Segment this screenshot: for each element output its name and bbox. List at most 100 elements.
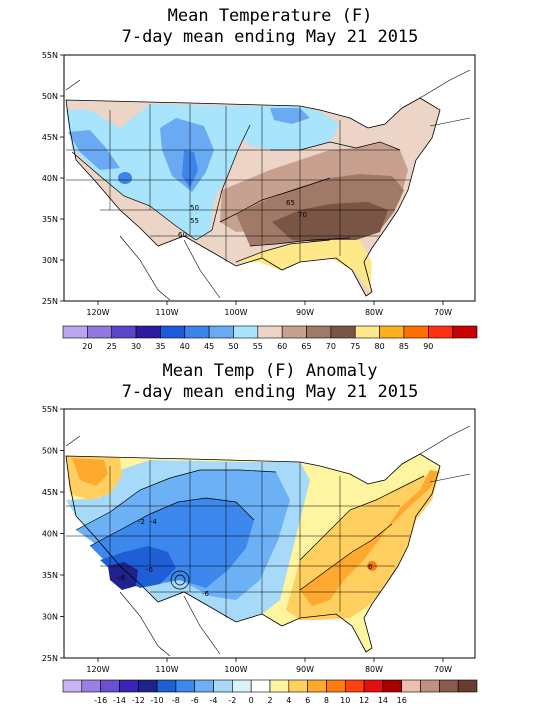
legend-swatch (354, 325, 380, 339)
legend-label: 6 (305, 696, 310, 705)
map1-mexico-canada-lines (65, 69, 471, 301)
legend-swatch (213, 679, 233, 693)
map2-title-line1: Mean Temp (F) Anomaly (162, 361, 378, 381)
map1-lon-axis: 120W 110W 100W 90W 80W 70W (86, 301, 452, 317)
legend-label: -10 (151, 696, 164, 705)
map2-region-east-6 (300, 470, 440, 606)
map2-contour-labels: -4 -2 -6 -8 -6 6 (118, 518, 373, 598)
map1-state-borders (66, 104, 410, 262)
map1-title-line1: Mean Temperature (F) (167, 6, 373, 26)
legend-swatch (306, 325, 332, 339)
legend-swatch (269, 679, 290, 693)
legend-swatch (420, 679, 440, 693)
legend-swatch (62, 325, 88, 339)
lat-label: 35N (42, 571, 58, 580)
legend-swatch (250, 679, 271, 693)
lat-label: 40N (42, 174, 58, 183)
map1-region-80 (236, 240, 372, 292)
legend-swatch (208, 325, 234, 339)
map1-contour-label: 60 (178, 231, 187, 239)
map2-region-nw-warmer (72, 458, 108, 486)
legend-swatch (175, 679, 196, 693)
legend-label: 40 (180, 342, 190, 351)
map1-contour-label: 65 (286, 199, 295, 207)
map1-contour-label: 55 (190, 217, 199, 225)
lat-label: 55N (42, 51, 58, 60)
lon-label: 110W (155, 665, 178, 674)
map2-lat-axis: 55N 50N 45N 40N 35N 30N 25N (42, 405, 64, 663)
lon-label: 110W (155, 308, 178, 317)
legend-swatch (363, 679, 384, 693)
lon-label: 90W (296, 665, 314, 674)
legend-swatch (281, 325, 307, 339)
legend-label: 25 (107, 342, 117, 351)
lon-label: 90W (296, 308, 314, 317)
legend-label: 10 (340, 696, 350, 705)
map2-region-cold-core (108, 562, 138, 590)
map1-lat-axis: 55N 50N 45N 40N 35N 30N 25N (42, 51, 64, 306)
lat-label: 45N (42, 133, 58, 142)
lon-label: 120W (86, 308, 109, 317)
legend-swatch (233, 325, 259, 339)
map2-mexico-canada-lines (65, 425, 471, 657)
map1-contour-labels: 50 55 60 65 70 (178, 199, 307, 239)
legend-swatch (81, 679, 101, 693)
lat-label: 50N (42, 92, 58, 101)
legend-label: -2 (228, 696, 236, 705)
map2-state-borders (66, 460, 410, 618)
legend-label: 12 (359, 696, 369, 705)
legend-swatch (403, 325, 429, 339)
legend-swatch (457, 679, 478, 693)
legend-label: 80 (374, 342, 384, 351)
map2-title-line2: 7-day mean ending May 21 2015 (121, 382, 419, 402)
lon-label: 70W (434, 665, 452, 674)
legend-swatch (257, 325, 283, 339)
legend-swatch (62, 679, 83, 693)
map2-region-cool-deeper (100, 546, 176, 588)
lat-label: 50N (42, 447, 58, 456)
map1-contour-label: 70 (298, 211, 307, 219)
map2-contour-label: -6 (146, 566, 154, 574)
map2-contour-label: -6 (202, 590, 210, 598)
legend-label: 85 (399, 342, 409, 351)
lat-label: 30N (42, 256, 58, 265)
legend-swatch (401, 679, 421, 693)
legend-swatch (111, 325, 137, 339)
map1-coastline (65, 97, 441, 297)
legend-label: -12 (132, 696, 145, 705)
legend-label: -4 (210, 696, 218, 705)
legend-label: -6 (191, 696, 199, 705)
map2-contour-label: -8 (118, 574, 125, 582)
lat-label: 45N (42, 488, 58, 497)
map2-contour-label: 6 (368, 563, 373, 571)
legend-swatch (326, 679, 346, 693)
map2-lon-axis: 120W 110W 100W 90W 80W 70W (86, 658, 452, 674)
legend-label: 75 (350, 342, 360, 351)
legend-label: -8 (172, 696, 180, 705)
lon-label: 100W (224, 308, 247, 317)
legend-swatch (119, 679, 139, 693)
legend-swatch (184, 325, 210, 339)
legend-swatch (452, 325, 478, 339)
legend-swatch (87, 325, 113, 339)
legend-label: 90 (423, 342, 433, 351)
temperature-anomaly-map: 55N 50N 45N 40N 35N 30N 25N 120W 110W 100W 90W 80W… (42, 405, 478, 705)
map2-contour-label: -2 (138, 518, 145, 526)
legend-swatch (100, 679, 120, 693)
map2-coastline (65, 453, 441, 653)
legend-label: -16 (94, 696, 107, 705)
legend-swatch (135, 325, 161, 339)
legend-label: 30 (131, 342, 141, 351)
lon-label: 120W (86, 665, 109, 674)
legend-label: 35 (155, 342, 165, 351)
legend-swatch (330, 325, 356, 339)
legend-swatch (307, 679, 327, 693)
legend-label: 60 (277, 342, 287, 351)
mean-temperature-map: 55N 50N 45N 40N 35N 30N 25N 120W 110W 100W 90W 80W… (42, 51, 478, 351)
legend-label: 8 (324, 696, 329, 705)
legend-swatch (344, 679, 365, 693)
map1-region-75 (272, 202, 388, 242)
legend-label: 0 (249, 696, 254, 705)
legend-swatch (137, 679, 158, 693)
legend-label: 55 (253, 342, 263, 351)
